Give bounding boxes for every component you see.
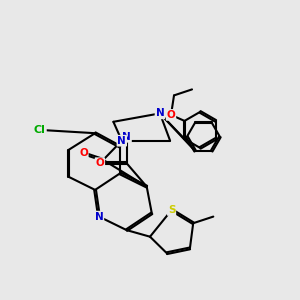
Text: N: N (122, 132, 131, 142)
Text: Cl: Cl (34, 125, 46, 135)
Text: N: N (155, 108, 164, 118)
Text: N: N (94, 212, 103, 222)
Text: O: O (95, 158, 104, 168)
Text: O: O (167, 110, 176, 120)
Text: S: S (168, 205, 175, 215)
Text: N: N (117, 136, 126, 146)
Text: O: O (79, 148, 88, 158)
